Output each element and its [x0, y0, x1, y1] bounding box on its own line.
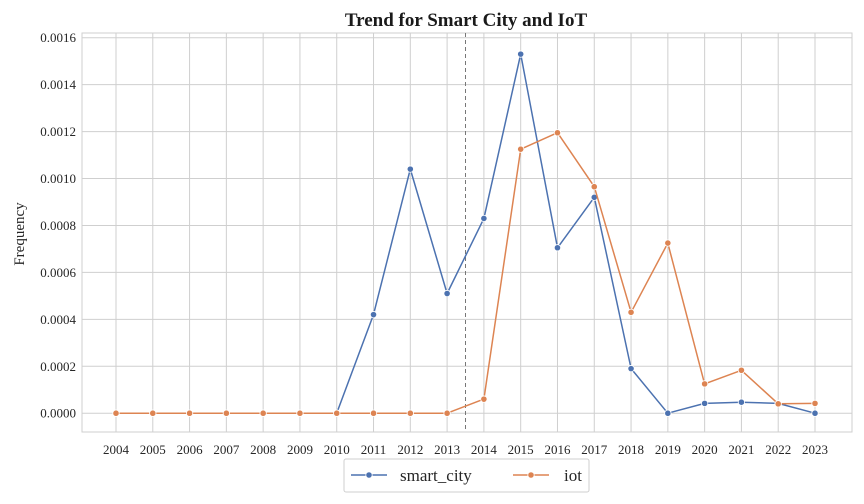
- legend: smart_city iot: [343, 458, 590, 493]
- data-point: [517, 145, 525, 153]
- x-tick-label: 2008: [250, 442, 276, 457]
- x-tick-label: 2015: [508, 442, 534, 457]
- y-tick-label: 0.0012: [40, 124, 76, 139]
- data-point: [259, 409, 267, 417]
- data-point: [480, 214, 488, 223]
- data-point: [737, 366, 746, 374]
- data-point: [627, 308, 635, 316]
- plot-frame: [81, 32, 853, 433]
- legend-marker-smart-city: [365, 471, 373, 479]
- data-point: [811, 409, 819, 417]
- y-tick-label: 0.0010: [40, 171, 76, 186]
- data-point: [627, 365, 635, 373]
- y-tick-label: 0.0008: [40, 218, 76, 233]
- data-point: [590, 183, 598, 191]
- data-point: [149, 409, 157, 417]
- data-point: [811, 399, 819, 407]
- data-point: [443, 289, 451, 298]
- data-point: [369, 311, 378, 319]
- y-axis-label: Frequency: [12, 202, 28, 266]
- y-tick-label: 0.0014: [40, 77, 76, 92]
- y-tick-label: 0.0002: [40, 359, 76, 374]
- data-point: [222, 409, 230, 417]
- x-tick-label: 2007: [213, 442, 240, 457]
- data-point: [296, 409, 304, 417]
- y-tick-label: 0.0004: [40, 312, 76, 327]
- data-point: [664, 239, 672, 247]
- data-point: [112, 409, 120, 417]
- x-tick-label: 2021: [728, 442, 754, 457]
- series-line: [116, 53, 816, 414]
- data-point: [443, 409, 451, 417]
- data-point: [553, 244, 562, 252]
- x-tick-label: 2023: [802, 442, 828, 457]
- x-tick-label: 2016: [544, 442, 571, 457]
- x-tick-label: 2006: [177, 442, 204, 457]
- x-tick-label: 2004: [103, 442, 130, 457]
- data-point: [185, 409, 194, 417]
- x-tick-label: 2009: [287, 442, 313, 457]
- series-line: [116, 131, 816, 414]
- data-point: [737, 398, 746, 406]
- legend-label-smart-city: smart_city: [400, 466, 472, 485]
- data-point: [406, 409, 414, 417]
- data-point: [406, 165, 414, 173]
- legend-box: [343, 458, 590, 493]
- legend-label-iot: iot: [564, 466, 582, 485]
- x-tick-label: 2017: [581, 442, 608, 457]
- data-point: [701, 380, 709, 388]
- x-axis-ticks: 2004 2005 2006 2007 2008 2009 2010 2011 2012 2013…: [103, 442, 828, 457]
- series-layer: [112, 50, 819, 417]
- x-tick-label: 2013: [434, 442, 460, 457]
- x-tick-label: 2022: [765, 442, 791, 457]
- x-tick-label: 2018: [618, 442, 644, 457]
- x-tick-label: 2014: [471, 442, 498, 457]
- x-tick-label: 2010: [324, 442, 350, 457]
- data-point: [774, 400, 782, 408]
- data-point: [701, 399, 709, 407]
- y-axis-ticks: 0.0000 0.0002 0.0004 0.0006 0.0008 0.0010 0.00…: [40, 30, 76, 421]
- data-point: [480, 395, 488, 403]
- chart-title: Trend for Smart City and IoT: [345, 10, 588, 31]
- series-iot: [112, 129, 819, 417]
- y-tick-label: 0.0016: [40, 30, 76, 45]
- x-tick-label: 2019: [655, 442, 681, 457]
- x-tick-label: 2020: [692, 442, 718, 457]
- grid-layer: [82, 33, 852, 432]
- data-point: [369, 409, 378, 417]
- x-tick-label: 2005: [140, 442, 166, 457]
- data-point: [517, 50, 525, 58]
- legend-marker-iot: [527, 471, 535, 479]
- y-tick-label: 0.0000: [40, 406, 76, 421]
- data-point: [553, 129, 562, 137]
- x-tick-label: 2012: [397, 442, 423, 457]
- data-point: [333, 409, 341, 417]
- data-point: [664, 409, 672, 417]
- y-tick-label: 0.0006: [40, 265, 76, 280]
- x-tick-label: 2011: [361, 442, 387, 457]
